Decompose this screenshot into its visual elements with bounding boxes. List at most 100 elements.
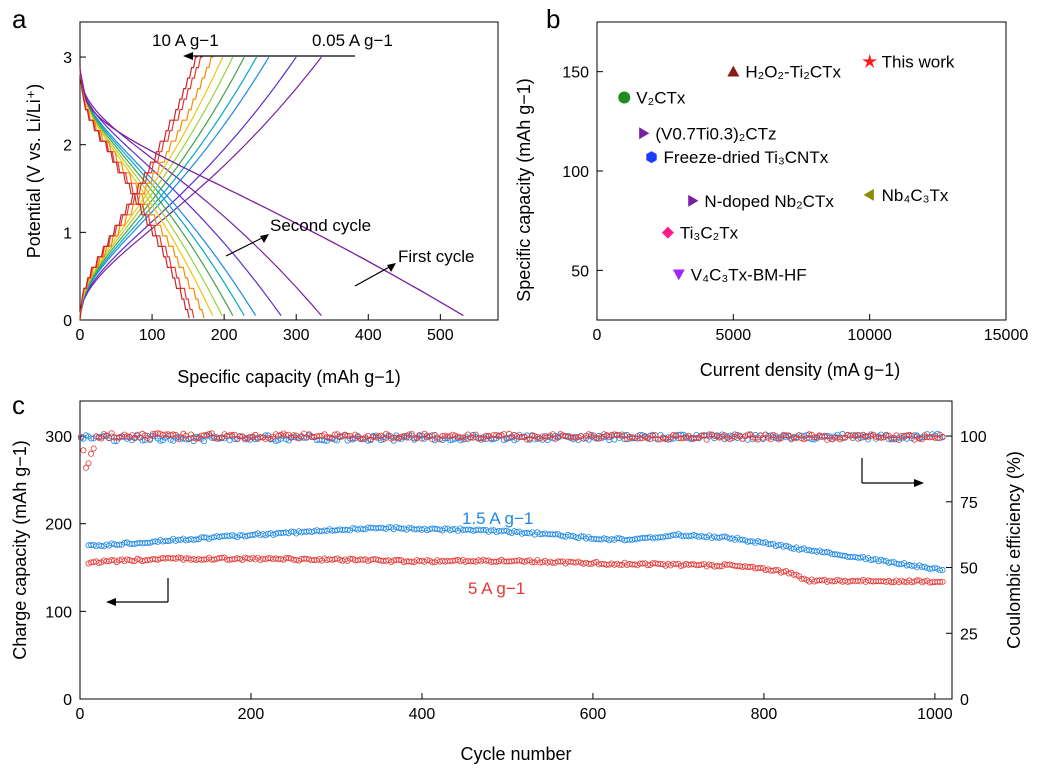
ce-point bbox=[208, 430, 215, 437]
ce-point bbox=[144, 434, 151, 441]
ce-point bbox=[698, 432, 705, 439]
scatter-point bbox=[863, 188, 874, 201]
panel-b-ytick-label: 50 bbox=[571, 263, 589, 280]
ce-point bbox=[154, 430, 161, 437]
panel-a-xtick-label: 500 bbox=[427, 327, 454, 344]
capacity-point bbox=[939, 566, 946, 573]
ce-point bbox=[883, 432, 890, 439]
ce-point bbox=[693, 434, 700, 441]
ce-point bbox=[147, 435, 154, 442]
scatter-point bbox=[672, 269, 685, 281]
panel-b-ylabel: Specific capacity (mAh g−1) bbox=[514, 78, 534, 302]
scatter-point bbox=[646, 151, 657, 164]
panel-b-xtick-label: 10000 bbox=[847, 327, 892, 344]
capacity-point bbox=[129, 557, 136, 564]
discharge-curve bbox=[79, 70, 214, 316]
capacity-point bbox=[824, 548, 831, 555]
ce-point bbox=[418, 435, 425, 442]
ce-point bbox=[206, 430, 213, 437]
ce-point bbox=[544, 433, 551, 440]
scatter-point bbox=[618, 91, 631, 104]
ce-point bbox=[865, 433, 872, 440]
first-cycle-label: First cycle bbox=[398, 247, 475, 266]
capacity-point bbox=[288, 528, 295, 535]
discharge-curve bbox=[79, 70, 282, 316]
ce-point bbox=[344, 432, 351, 439]
ce-point bbox=[878, 434, 885, 441]
ce-point bbox=[77, 433, 84, 440]
ce-point bbox=[272, 437, 279, 444]
ce-point bbox=[90, 445, 97, 452]
capacity-point bbox=[672, 561, 679, 568]
ce-point bbox=[357, 435, 364, 442]
ce-point bbox=[754, 436, 761, 443]
capacity-point bbox=[424, 527, 431, 534]
panel-b-xtick-label: 0 bbox=[593, 327, 602, 344]
ce-point bbox=[916, 435, 923, 442]
ce-point bbox=[852, 432, 859, 439]
charge-curve bbox=[79, 56, 258, 316]
ce-point bbox=[483, 432, 490, 439]
scatter-point-label: (V0.7Ti0.3)₂CTz bbox=[655, 124, 776, 143]
capacity-point bbox=[616, 535, 623, 542]
capacity-point bbox=[616, 561, 623, 568]
scatter-point-label: Ti₃C₂Tx bbox=[680, 224, 739, 243]
capacity-point bbox=[218, 554, 225, 561]
panel-b-xtick-label: 15000 bbox=[984, 327, 1029, 344]
ce-point bbox=[172, 431, 179, 438]
ce-point bbox=[95, 434, 102, 441]
ce-point bbox=[806, 431, 813, 438]
panel-c-y2tick-label: 50 bbox=[960, 561, 978, 578]
panel-c-ytick-label: 100 bbox=[45, 604, 72, 621]
capacity-point bbox=[939, 578, 946, 585]
capacity-point bbox=[767, 541, 774, 548]
ce-point bbox=[783, 432, 790, 439]
ce-point bbox=[452, 432, 459, 439]
capacity-point bbox=[441, 525, 448, 532]
panel-b-ytick-label: 150 bbox=[562, 65, 589, 82]
ce-point bbox=[549, 431, 556, 438]
ce-point bbox=[200, 438, 207, 445]
capacity-point bbox=[780, 568, 787, 575]
ce-point bbox=[637, 435, 644, 442]
ce-point bbox=[770, 431, 777, 438]
capacity-point bbox=[359, 526, 366, 533]
capacity-point bbox=[529, 559, 536, 566]
ce-point bbox=[652, 432, 659, 439]
ce-point bbox=[324, 434, 331, 441]
panel-a-ytick-label: 0 bbox=[63, 313, 72, 330]
capacity-point bbox=[108, 540, 115, 547]
ce-point bbox=[939, 434, 946, 441]
capacity-point bbox=[870, 556, 877, 563]
ce-point bbox=[662, 436, 669, 443]
panel-a-ylabel: Potential (V vs. Li/Li⁺) bbox=[24, 84, 44, 259]
capacity-point bbox=[772, 566, 779, 573]
charge-curve bbox=[79, 56, 224, 316]
ce-point bbox=[83, 464, 90, 471]
scatter-point-label: Freeze-dried Ti₃CNTx bbox=[664, 148, 829, 167]
panel-b-xtick-label: 5000 bbox=[716, 327, 752, 344]
panel-b-xlabel: Current density (mA g−1) bbox=[700, 360, 901, 380]
charge-curve bbox=[79, 56, 245, 316]
capacity-point bbox=[639, 560, 646, 567]
capacity-point bbox=[665, 533, 672, 540]
capacity-point bbox=[193, 536, 200, 543]
first-cycle-discharge-curve bbox=[79, 70, 464, 317]
panel-label-c: c bbox=[12, 390, 25, 420]
discharge-curve bbox=[79, 67, 190, 319]
ce-point bbox=[767, 436, 774, 443]
panel-c-xtick-label: 200 bbox=[238, 706, 265, 723]
ce-point bbox=[85, 460, 92, 467]
capacity-point bbox=[590, 559, 597, 566]
scatter-point-label: This work bbox=[882, 53, 955, 72]
ce-point bbox=[429, 436, 436, 443]
capacity-point bbox=[303, 555, 310, 562]
ce-point bbox=[552, 435, 559, 442]
capacity-point bbox=[536, 559, 543, 566]
panel-c-y2tick-label: 75 bbox=[960, 495, 978, 512]
ce-point bbox=[670, 431, 677, 438]
ce-point bbox=[203, 431, 210, 438]
ce-point bbox=[457, 434, 464, 441]
panel-a-ytick-label: 3 bbox=[63, 50, 72, 67]
capacity-point bbox=[493, 558, 500, 565]
